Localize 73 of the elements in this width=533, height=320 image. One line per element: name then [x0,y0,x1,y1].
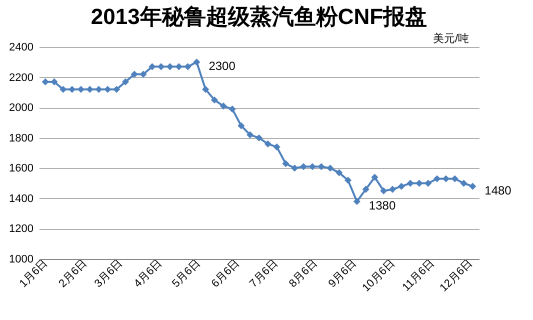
y-tick-label: 1000 [9,254,34,266]
point [202,86,210,93]
point [353,198,360,205]
point [282,160,290,168]
point [336,169,343,176]
point [104,86,112,93]
x-tick-label: 9月6日 [326,257,360,290]
point [77,86,84,93]
point [460,180,468,187]
point [166,63,174,70]
data-label: 1480 [484,183,512,198]
point [264,140,272,148]
point [308,163,316,170]
y-tick-label: 1600 [9,162,34,175]
point [344,176,352,184]
point [148,63,156,70]
point [451,175,458,182]
point [238,122,245,130]
point [380,187,388,194]
point [434,175,441,182]
point [50,78,58,86]
point [220,102,227,110]
point [210,96,218,104]
x-tick-label: 4月6日 [132,257,165,290]
point [416,180,423,187]
point [175,63,182,70]
point [228,106,236,113]
point [362,186,370,193]
point [60,86,67,93]
point [424,180,432,187]
x-tick-label: 5月6日 [170,257,203,290]
point [246,131,254,138]
point [406,180,414,187]
point [273,143,280,150]
y-tick-label: 1800 [9,132,34,144]
y-tick-label: 2000 [9,102,34,114]
point [130,70,138,78]
point [68,86,76,93]
point [326,164,334,172]
point [255,134,263,142]
y-tick-label: 1400 [9,192,34,205]
point [291,164,298,172]
point [184,63,192,70]
x-tick-label: 2月6日 [56,257,90,290]
y-tick-label: 1200 [9,223,34,236]
data-label: 1380 [368,198,396,212]
point [442,175,450,182]
chart-title: 2013年秘鲁超级蒸汽鱼粉CNF报盘 [90,4,428,29]
y-tick-label: 2200 [9,72,34,84]
point [140,70,147,78]
point [300,163,308,170]
point [388,186,396,193]
point [158,63,165,70]
point [113,86,120,93]
point [42,78,49,86]
y-tick-label: 2400 [9,42,34,54]
point [371,174,378,181]
x-tick-label: 10月6日 [360,257,398,294]
x-tick-label: 8月6日 [286,257,320,290]
point [398,182,405,190]
point [469,182,476,190]
point [318,163,325,170]
point [95,86,102,93]
x-tick-label: 12月6日 [438,257,475,294]
text: 美元/吨 [432,32,469,45]
x-tick-label: 3月6日 [92,257,126,290]
x-tick-label: 11月6日 [400,257,437,294]
data-label: 2300 [208,59,236,74]
x-tick-label: 7月6日 [248,257,280,290]
point [122,78,130,86]
point [86,86,94,93]
point [193,58,200,66]
x-tick-label: 6月6日 [209,257,242,290]
